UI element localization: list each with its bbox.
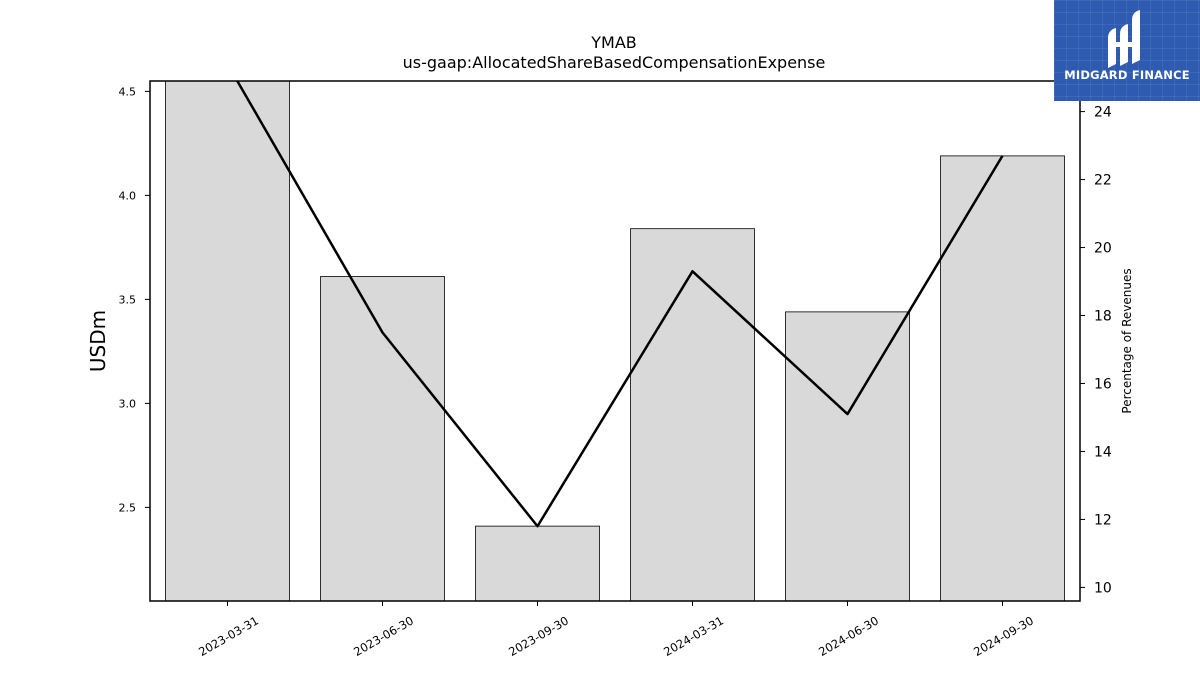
x-tick-label: 2024-03-31	[661, 613, 726, 659]
bar	[320, 276, 445, 602]
x-tick-label: 2023-06-30	[351, 613, 416, 659]
y-tick-label: 3.5	[119, 293, 137, 306]
y2-tick-label: 20	[1094, 241, 1112, 257]
chart-subtitle: us-gaap:AllocatedShareBasedCompensationE…	[403, 53, 826, 72]
y2-tick-label: 14	[1094, 444, 1112, 460]
line-series	[235, 81, 1004, 528]
bar	[630, 228, 755, 602]
bar	[940, 155, 1065, 602]
x-tick-label: 2023-03-31	[196, 613, 261, 659]
x-tick-label: 2024-09-30	[971, 613, 1036, 659]
y2-tick-label: 18	[1094, 309, 1112, 325]
y2-axis-label: Percentage of Revenues	[1120, 268, 1134, 413]
y2-tick-label: 10	[1094, 580, 1112, 596]
y2-tick-label: 16	[1094, 376, 1112, 392]
bar	[475, 525, 600, 602]
bar	[165, 80, 290, 602]
midgard-logo-icon	[1108, 10, 1140, 68]
x-tick-label: 2024-06-30	[816, 613, 881, 659]
y-tick-label: 2.5	[119, 501, 137, 514]
logo-text: MIDGARD FINANCE	[1064, 68, 1190, 82]
y-tick-label: 4.0	[119, 189, 137, 202]
x-tick-label: 2023-09-30	[506, 613, 571, 659]
y-tick-label: 4.5	[119, 85, 137, 98]
bar	[785, 311, 910, 602]
midgard-finance-logo: MIDGARD FINANCE	[1054, 0, 1200, 101]
plot-frame	[149, 80, 1081, 602]
y2-tick-label: 12	[1094, 512, 1112, 528]
plot-area: 2.5 3.0 3.5 4.0 4.5 10 12 14 16 18 20 22 24 2023-03-3…	[119, 80, 1112, 659]
chart-title: YMAB	[590, 33, 637, 52]
y2-tick-label: 24	[1094, 105, 1112, 121]
y2-tick-label: 22	[1094, 173, 1112, 189]
y-axis-label: USDm	[86, 310, 110, 372]
y-tick-label: 3.0	[119, 397, 137, 410]
